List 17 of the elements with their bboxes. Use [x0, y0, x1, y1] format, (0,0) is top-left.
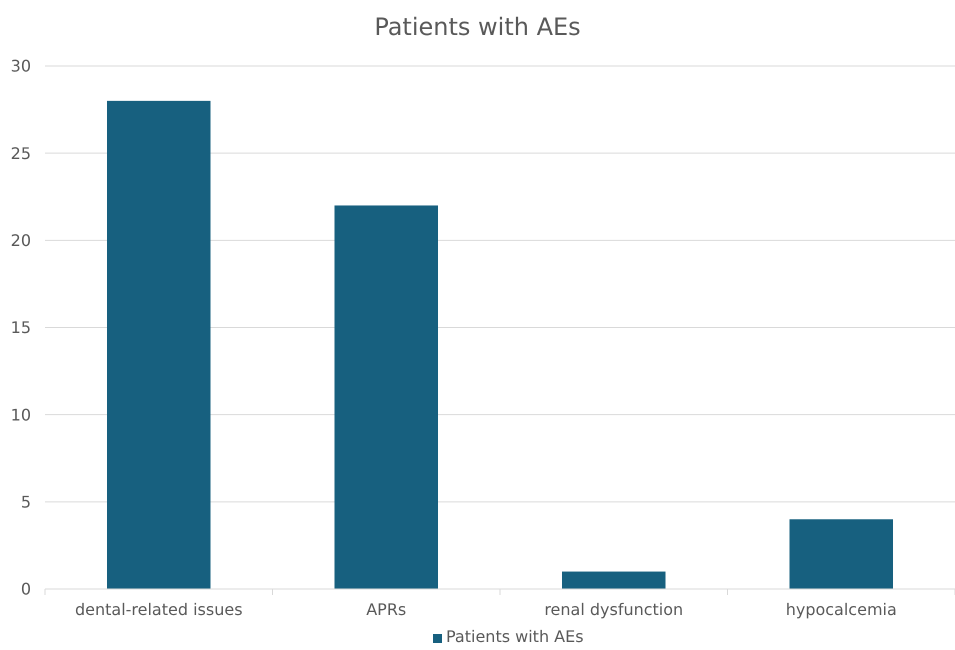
x-tick-label: renal dysfunction — [544, 600, 684, 619]
bar — [789, 519, 894, 589]
y-tick-label: 30 — [10, 56, 31, 76]
y-tick-label: 25 — [10, 144, 31, 163]
x-tick-label: dental-related issues — [74, 600, 243, 619]
x-tick-label: hypocalcemia — [786, 600, 897, 619]
x-tick-label: APRs — [366, 600, 406, 619]
y-tick-label: 15 — [10, 318, 31, 338]
legend-label: Patients with AEs — [446, 627, 584, 646]
y-tick-label: 5 — [20, 492, 31, 512]
bar — [334, 205, 438, 589]
y-tick-label: 20 — [10, 230, 31, 250]
bar — [562, 572, 666, 589]
chart-title: Patients with AEs — [374, 13, 581, 41]
y-tick-label: 10 — [10, 405, 31, 424]
y-tick-label: 0 — [20, 580, 31, 599]
bar — [106, 100, 211, 589]
